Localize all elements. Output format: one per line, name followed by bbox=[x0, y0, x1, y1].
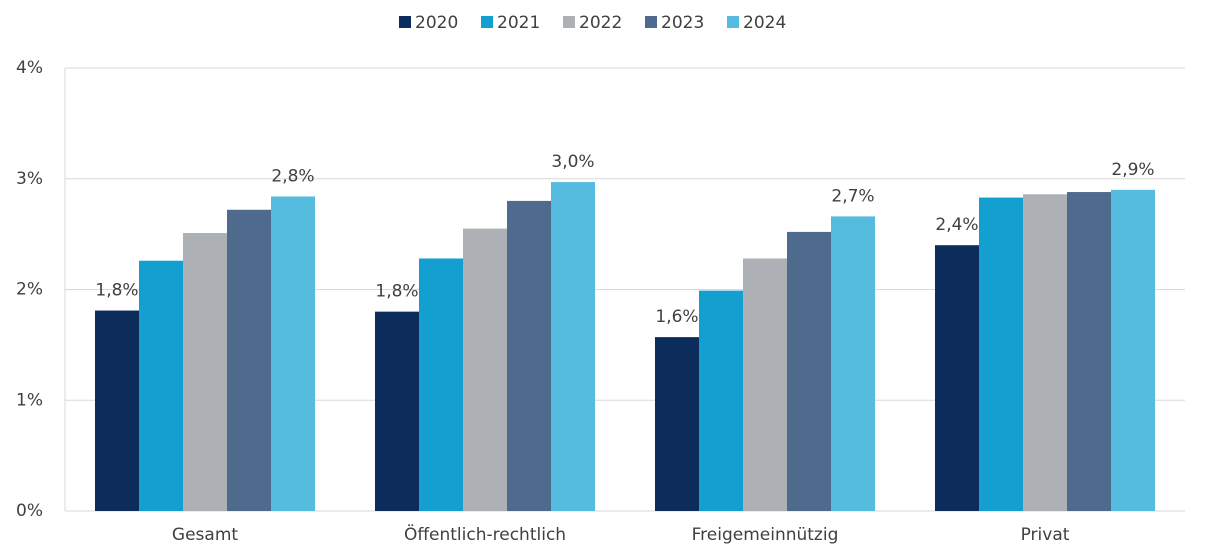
legend-label: 2023 bbox=[661, 13, 704, 33]
bar bbox=[831, 216, 875, 511]
bar bbox=[227, 209, 271, 511]
bar bbox=[507, 200, 551, 511]
data-label: 3,0% bbox=[551, 152, 594, 172]
data-label: 1,6% bbox=[655, 307, 698, 327]
bar bbox=[183, 233, 227, 511]
legend-label: 2024 bbox=[743, 13, 786, 33]
y-tick-label: 4% bbox=[16, 58, 43, 78]
bar bbox=[463, 228, 507, 511]
legend-label: 2020 bbox=[415, 13, 458, 33]
y-tick-label: 3% bbox=[16, 169, 43, 189]
bar bbox=[271, 196, 315, 511]
legend-swatch bbox=[563, 16, 575, 28]
bar bbox=[551, 182, 595, 511]
y-tick-label: 1% bbox=[16, 390, 43, 410]
data-label: 2,7% bbox=[831, 186, 874, 206]
legend-swatch bbox=[645, 16, 657, 28]
bar bbox=[699, 290, 743, 511]
bar bbox=[787, 231, 831, 511]
x-tick-label: Privat bbox=[1021, 525, 1070, 545]
bar bbox=[139, 260, 183, 511]
legend-swatch bbox=[481, 16, 493, 28]
legend-label: 2021 bbox=[497, 13, 540, 33]
y-tick-label: 2% bbox=[16, 280, 43, 300]
bar bbox=[375, 311, 419, 511]
legend-swatch bbox=[399, 16, 411, 28]
x-tick-label: Freigemeinnützig bbox=[692, 525, 839, 545]
bar bbox=[935, 245, 979, 511]
data-label: 2,9% bbox=[1111, 160, 1154, 180]
bar bbox=[979, 197, 1023, 511]
data-label: 1,8% bbox=[375, 282, 418, 302]
bar bbox=[419, 258, 463, 511]
x-tick-label: Öffentlich-rechtlich bbox=[404, 523, 566, 545]
data-label: 2,4% bbox=[935, 215, 978, 235]
bar bbox=[743, 258, 787, 511]
bar bbox=[95, 310, 139, 511]
x-tick-label: Gesamt bbox=[172, 525, 238, 545]
bar bbox=[1023, 194, 1067, 511]
data-label: 2,8% bbox=[271, 166, 314, 186]
bar bbox=[1111, 189, 1155, 511]
y-tick-label: 0% bbox=[16, 501, 43, 521]
legend-label: 2022 bbox=[579, 13, 622, 33]
legend-swatch bbox=[727, 16, 739, 28]
data-label: 1,8% bbox=[95, 281, 138, 301]
bar bbox=[655, 337, 699, 511]
bar bbox=[1067, 192, 1111, 512]
